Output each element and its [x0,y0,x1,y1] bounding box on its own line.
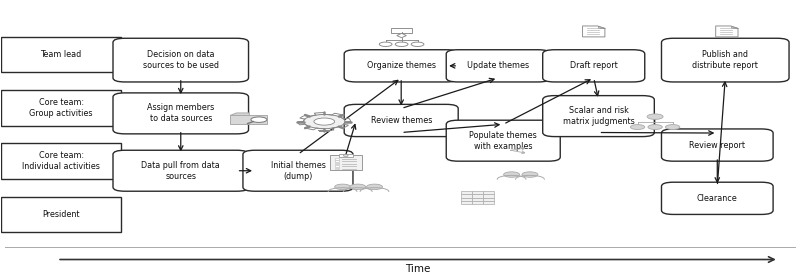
FancyBboxPatch shape [542,50,645,82]
Polygon shape [582,26,605,37]
Bar [483,201,494,204]
Text: Team lead: Team lead [41,50,82,59]
Bar [483,194,494,197]
Bar [461,197,472,201]
Bar [334,160,339,162]
Polygon shape [230,113,250,115]
Circle shape [251,117,267,122]
Text: Core team:
Individual activities: Core team: Individual activities [22,151,100,171]
Circle shape [666,125,680,130]
Text: President: President [42,210,80,219]
Circle shape [366,184,382,190]
FancyBboxPatch shape [344,104,458,136]
Circle shape [648,125,662,130]
FancyBboxPatch shape [344,50,458,82]
Circle shape [343,155,348,157]
Bar [472,191,483,194]
FancyBboxPatch shape [113,38,249,82]
Text: Review report: Review report [690,141,746,150]
Polygon shape [598,26,605,28]
Circle shape [314,118,334,125]
Text: Decision on data
sources to be used: Decision on data sources to be used [142,50,218,70]
FancyBboxPatch shape [243,150,353,191]
Circle shape [411,42,424,46]
FancyBboxPatch shape [2,143,121,179]
Polygon shape [397,33,406,38]
Text: Time: Time [406,264,430,274]
Text: Draft report: Draft report [570,61,618,70]
FancyBboxPatch shape [2,197,121,232]
Bar [334,168,339,169]
Circle shape [630,125,645,130]
Bar [461,191,472,194]
Text: Core team:
Group activities: Core team: Group activities [30,98,93,118]
Text: Clearance: Clearance [697,194,738,203]
Bar [472,194,483,197]
FancyBboxPatch shape [2,37,121,72]
Polygon shape [230,115,267,124]
Text: Data pull from data
sources: Data pull from data sources [142,161,220,181]
FancyBboxPatch shape [662,38,789,82]
FancyBboxPatch shape [446,50,550,82]
Circle shape [334,184,350,190]
Bar [334,158,339,160]
FancyBboxPatch shape [391,28,412,33]
Text: Scalar and risk
matrix judgments: Scalar and risk matrix judgments [562,106,634,126]
Text: Initial themes
(dump): Initial themes (dump) [270,161,326,181]
FancyBboxPatch shape [330,155,362,170]
FancyBboxPatch shape [2,90,121,126]
FancyBboxPatch shape [662,129,773,161]
Bar [334,163,339,165]
Circle shape [350,184,366,190]
Circle shape [303,115,345,129]
Circle shape [395,42,408,46]
FancyBboxPatch shape [113,150,249,191]
FancyBboxPatch shape [662,182,773,214]
Bar [461,201,472,204]
FancyBboxPatch shape [113,93,249,134]
Bar [472,197,483,201]
Polygon shape [716,26,738,37]
Bar [461,194,472,197]
Polygon shape [731,26,738,28]
FancyBboxPatch shape [542,96,654,136]
FancyBboxPatch shape [446,120,560,161]
Bar [334,165,339,167]
Text: Organize themes: Organize themes [366,61,436,70]
Text: Assign members
to data sources: Assign members to data sources [147,103,214,123]
FancyBboxPatch shape [338,154,353,157]
Circle shape [522,172,538,177]
Circle shape [504,172,519,177]
Circle shape [379,42,392,46]
Text: Populate themes
with examples: Populate themes with examples [470,131,537,151]
Circle shape [647,114,663,119]
Text: Review themes: Review themes [370,116,432,125]
Text: Update themes: Update themes [467,61,529,70]
Bar [483,197,494,201]
Bar [472,201,483,204]
Bar [483,191,494,194]
Text: Publish and
distribute report: Publish and distribute report [692,50,758,70]
